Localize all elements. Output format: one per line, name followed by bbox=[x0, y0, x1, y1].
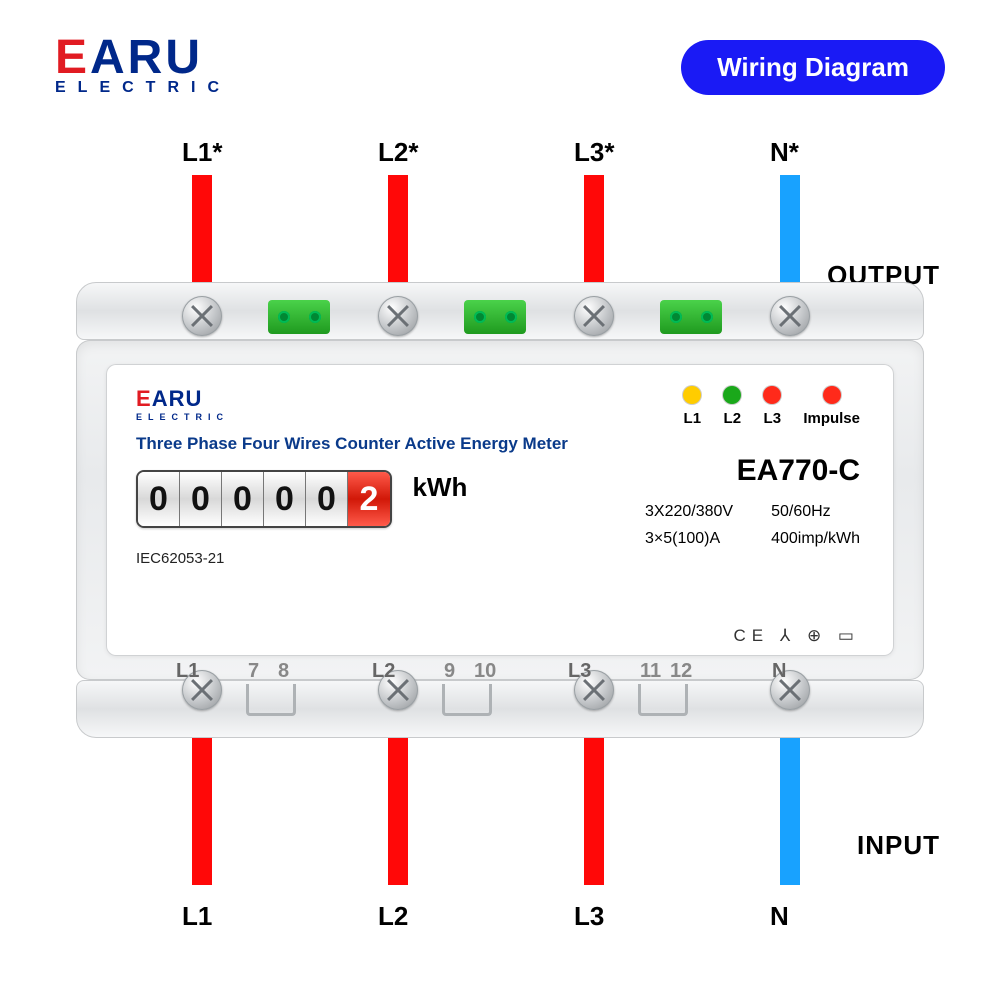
energy-meter-body: 78 9 10 11 12 L1 L2 L3 N EARU ELECTRIC Three Pha… bbox=[76, 340, 924, 680]
led-indicator bbox=[823, 386, 841, 404]
led-l3: L3 bbox=[763, 386, 781, 427]
phase-wire bbox=[584, 715, 604, 885]
terminal-screw bbox=[574, 296, 614, 336]
terminal-label: N bbox=[772, 660, 786, 683]
input-label: INPUT bbox=[857, 830, 940, 861]
terminal-screw bbox=[378, 296, 418, 336]
unit-label: kWh bbox=[412, 472, 467, 503]
wire-label: L3 bbox=[574, 901, 604, 932]
counter-digit: 0 bbox=[222, 472, 264, 526]
terminal-number: 10 bbox=[474, 660, 496, 683]
counter-digit: 0 bbox=[180, 472, 222, 526]
terminal-number: 9 bbox=[444, 660, 455, 683]
terminal-number: 12 bbox=[670, 660, 692, 683]
led-label: L3 bbox=[764, 410, 782, 427]
led-indicator bbox=[723, 386, 741, 404]
aux-terminal-block bbox=[268, 300, 330, 334]
kwh-counter: 000002 bbox=[136, 470, 392, 528]
model-number: EA770-C bbox=[737, 454, 860, 488]
standard-code: IEC62053-21 bbox=[136, 550, 864, 567]
led-label: Impulse bbox=[803, 410, 860, 427]
terminal-label: L2 bbox=[372, 660, 395, 683]
counter-digit: 0 bbox=[264, 472, 306, 526]
led-label: L2 bbox=[724, 410, 742, 427]
led-impulse: Impulse bbox=[803, 386, 860, 427]
wire-label: L1* bbox=[182, 137, 222, 168]
wire-label: L2* bbox=[378, 137, 418, 168]
phase-wire bbox=[388, 715, 408, 885]
wire-label: N* bbox=[770, 137, 799, 168]
terminal-screw bbox=[770, 296, 810, 336]
wire-label: L1 bbox=[182, 901, 212, 932]
led-indicator bbox=[683, 386, 701, 404]
wire-label: L2 bbox=[378, 901, 408, 932]
terminal-bracket bbox=[638, 684, 688, 716]
phase-wire bbox=[192, 715, 212, 885]
terminal-label: L1 bbox=[176, 660, 199, 683]
title-badge: Wiring Diagram bbox=[681, 40, 945, 95]
terminal-number: 8 bbox=[278, 660, 289, 683]
terminal-label: L3 bbox=[568, 660, 591, 683]
wire-label: N bbox=[770, 901, 789, 932]
terminal-bracket bbox=[442, 684, 492, 716]
counter-digit: 0 bbox=[138, 472, 180, 526]
wire-label: L3* bbox=[574, 137, 614, 168]
status-leds: L1 L2 L3 Impulse bbox=[683, 386, 860, 427]
counter-digit: 0 bbox=[306, 472, 348, 526]
terminal-bracket bbox=[246, 684, 296, 716]
counter-digit: 2 bbox=[348, 472, 390, 526]
brand-logo: EARU ELECTRIC bbox=[55, 30, 231, 97]
aux-terminal-block bbox=[660, 300, 722, 334]
led-label: L1 bbox=[684, 410, 702, 427]
aux-terminal-block bbox=[464, 300, 526, 334]
terminal-screw bbox=[182, 296, 222, 336]
terminal-number: 11 bbox=[640, 660, 661, 683]
terminal-number: 7 bbox=[248, 660, 259, 683]
cert-icons: CE ⅄ ⊕ ▭ bbox=[734, 626, 860, 646]
led-l1: L1 bbox=[683, 386, 701, 427]
led-indicator bbox=[763, 386, 781, 404]
meter-description: Three Phase Four Wires Counter Active En… bbox=[136, 434, 864, 454]
neutral-wire bbox=[780, 715, 800, 885]
spec-block: 3X220/380V50/60Hz 3×5(100)A400imp/kWh bbox=[645, 498, 860, 552]
led-l2: L2 bbox=[723, 386, 741, 427]
meter-faceplate: EARU ELECTRIC Three Phase Four Wires Cou… bbox=[106, 364, 894, 656]
